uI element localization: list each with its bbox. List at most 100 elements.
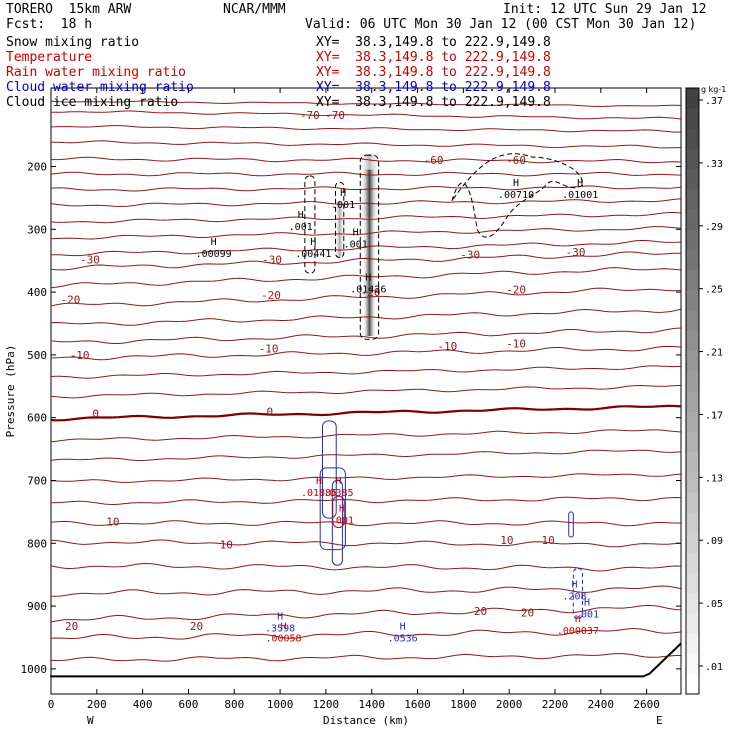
- isotherm-line: [50, 585, 682, 597]
- ice-contour-region: [451, 153, 583, 238]
- isotherm-line: [50, 140, 682, 149]
- colorbar-label: .21: [705, 348, 723, 359]
- isotherm-line: [50, 156, 682, 164]
- isotherm-label: -10: [70, 349, 90, 362]
- xy-cloud-ice: XY= 38.3,149.8 to 222.9,149.8: [316, 95, 551, 110]
- isotherm-label: 10: [500, 534, 513, 547]
- plot-frame: [50, 87, 682, 695]
- isotherm-line: [50, 365, 682, 379]
- isotherm-line: [50, 520, 681, 527]
- ice-contour: [335, 181, 345, 259]
- maximum-marker: H: [339, 503, 345, 514]
- colorbar: .01 .05 .09 .13 .17 .21 .25 .29 .33 .37 g kg-1: [685, 85, 726, 695]
- colorbar-segment: [686, 370, 699, 392]
- xy-rain: XY= 38.3,149.8 to 222.9,149.8: [316, 65, 551, 80]
- maximum-value-label: .000037: [557, 626, 599, 637]
- ice-contour: [359, 154, 380, 340]
- y-tick-label: 600: [27, 412, 47, 425]
- legend-cloud-water: Cloud water mixing ratio: [6, 80, 194, 95]
- isotherm-label: -60: [506, 154, 526, 167]
- cloud-water-contour: [331, 479, 343, 566]
- xy-cloud-water: XY= 38.3,149.8 to 222.9,149.8: [316, 80, 551, 95]
- maximum-marker: H: [281, 621, 287, 632]
- colorbar-segment: [686, 593, 699, 614]
- colorbar-segment: [686, 552, 699, 574]
- colorbar-label: .33: [705, 159, 723, 170]
- maximum-marker: H: [211, 237, 217, 248]
- colorbar-segment: [686, 673, 699, 695]
- colorbar-segment: [686, 391, 699, 412]
- maximum-value-label: .01426: [350, 284, 386, 295]
- xy-temperature: XY= 38.3,149.8 to 222.9,149.8: [316, 50, 551, 65]
- isotherm-label: 20: [65, 620, 78, 633]
- x-tick-label: 1200: [313, 698, 340, 711]
- maximum-marker: H: [353, 228, 359, 239]
- colorbar-label: .37: [705, 96, 723, 107]
- colorbar-segment: [686, 330, 699, 352]
- colorbar-segment: [686, 492, 699, 513]
- colorbar-segment: [686, 350, 699, 372]
- maximum-marker: H: [316, 476, 322, 487]
- isotherm-label: -60: [424, 154, 444, 167]
- y-tick-label: 800: [27, 537, 47, 550]
- legend-snow: Snow mixing ratio: [6, 35, 140, 50]
- maximum-value-label: .00441: [295, 249, 331, 260]
- x-tick-label: 800: [224, 698, 244, 711]
- maximum-value-label: .001: [331, 200, 355, 211]
- colorbar-label: .09: [705, 536, 723, 547]
- maximum-marker: H: [575, 614, 581, 625]
- x-tick-label: 400: [133, 698, 153, 711]
- colorbar-segment: [686, 108, 699, 129]
- colorbar-label: .05: [705, 599, 723, 610]
- colorbar-label: .29: [705, 222, 723, 233]
- maximum-marker: H: [577, 178, 583, 189]
- isotherm-line: [50, 226, 682, 240]
- x-tick-label: 1600: [404, 698, 431, 711]
- maximum-marker: H: [335, 476, 341, 487]
- colorbar-label: .13: [705, 473, 723, 484]
- isotherm-line: [50, 240, 682, 257]
- isotherm-label: 0: [92, 407, 99, 420]
- maximum-value-label: .01885: [301, 488, 337, 499]
- maximum-marker: H: [310, 237, 316, 248]
- y-tick-label: 300: [27, 223, 47, 236]
- colorbar-segment: [686, 451, 699, 473]
- colorbar-segment: [686, 168, 699, 190]
- colorbar-label: .01: [705, 662, 723, 673]
- maximum-value-label: .001: [575, 610, 599, 621]
- colorbar-segment: [686, 572, 699, 594]
- zero-isotherm: [50, 404, 682, 422]
- forecast-hour: Fcst: 18 h: [6, 17, 93, 32]
- x-tick-label: 2200: [542, 698, 569, 711]
- colorbar-segment: [686, 269, 699, 291]
- maximum-marker: H: [365, 272, 371, 283]
- isotherm-line: [50, 449, 682, 462]
- snow-shading-layer: [334, 153, 382, 337]
- colorbar-unit: g kg-1: [701, 85, 726, 94]
- y-tick-label: 900: [27, 600, 47, 613]
- x-tick-label: 1000: [267, 698, 294, 711]
- isotherm-line: [50, 185, 682, 192]
- isotherm-label: -30: [80, 253, 100, 266]
- axes-layer: 0 200 400 600 800 1000 1200 1400 1600 1800 2000 220…: [4, 88, 681, 727]
- maximum-marker: H: [298, 210, 304, 221]
- colorbar-segment: [686, 209, 699, 230]
- isotherm-label: 10: [106, 515, 119, 528]
- maximum-value-label: .3598: [265, 623, 295, 634]
- x-tick-label: 2600: [633, 698, 660, 711]
- x-tick-label: 1800: [450, 698, 477, 711]
- colorbar-segment: [686, 310, 699, 331]
- colorbar-segment: [686, 512, 699, 533]
- legend-rain: Rain water mixing ratio: [6, 65, 187, 80]
- colorbar-segment: [686, 229, 699, 251]
- colorbar-segment: [686, 128, 699, 150]
- model-name: TORERO 15km ARW: [6, 2, 132, 17]
- isotherm-label: -20: [361, 286, 381, 299]
- y-tick-label: 1000: [21, 663, 48, 676]
- x-axis-label: Distance (km): [323, 714, 409, 727]
- center-name: NCAR/MMM: [223, 2, 286, 17]
- isotherm-label: -70: [325, 109, 345, 122]
- maximum-marker: H: [571, 579, 577, 590]
- west-label: W: [87, 714, 94, 727]
